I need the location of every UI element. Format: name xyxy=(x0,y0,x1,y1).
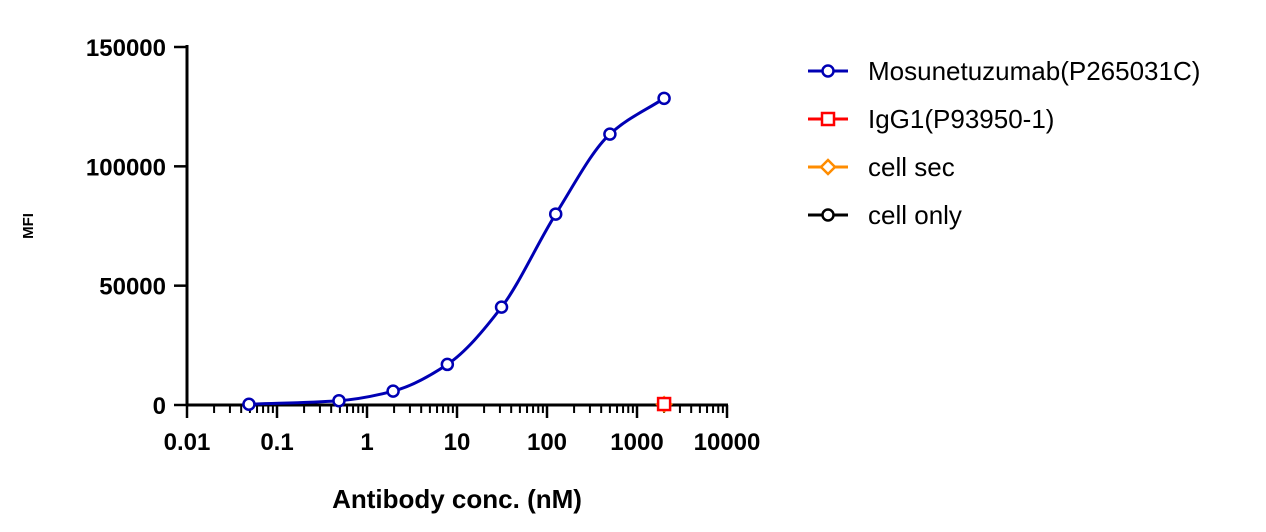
x-axis-ticks: 0.01 0.1 1 10 100 1000 10000 xyxy=(164,405,761,456)
data-point xyxy=(656,396,672,412)
data-point xyxy=(657,91,671,106)
y-tick-label: 0 xyxy=(153,393,166,420)
x-tick-label: 10000 xyxy=(694,429,761,456)
data-points xyxy=(242,91,673,414)
x-tick-label: 0.1 xyxy=(260,429,293,456)
data-point xyxy=(548,207,563,221)
legend-label: cell only xyxy=(868,200,962,230)
y-axis-ticks: 0 50000 100000 150000 xyxy=(86,35,187,420)
data-point xyxy=(494,300,509,314)
data-point xyxy=(603,127,617,141)
x-tick-label: 1 xyxy=(360,429,373,456)
y-tick-label: 100000 xyxy=(86,154,166,181)
legend-marker xyxy=(821,208,835,222)
data-point xyxy=(440,357,455,372)
x-axis-title: Antibody conc. (nM) xyxy=(332,484,582,514)
legend-marker xyxy=(821,64,835,78)
axes xyxy=(185,45,728,407)
legend-marker xyxy=(819,158,837,176)
data-point xyxy=(242,397,256,412)
legend-entry: cell sec xyxy=(808,152,955,182)
legend-entry: cell only xyxy=(808,200,962,230)
fit-curve xyxy=(248,97,665,406)
y-tick-label: 50000 xyxy=(99,274,166,301)
fit-curves xyxy=(248,97,665,406)
legend-label: IgG1(P93950-1) xyxy=(868,104,1054,134)
data-point xyxy=(386,384,400,398)
legend-label: Mosunetuzumab(P265031C) xyxy=(868,56,1200,86)
legend-entry: IgG1(P93950-1) xyxy=(808,104,1054,134)
data-point xyxy=(332,393,346,408)
y-tick-label: 150000 xyxy=(86,35,166,62)
legend-label: cell sec xyxy=(868,152,955,182)
x-tick-label: 0.01 xyxy=(164,429,211,456)
y-axis-title: MFI xyxy=(20,213,37,239)
x-tick-label: 100 xyxy=(527,429,567,456)
x-tick-label: 1000 xyxy=(610,429,663,456)
legend-entry: Mosunetuzumab(P265031C) xyxy=(808,56,1200,86)
legend: Mosunetuzumab(P265031C) IgG1(P93950-1) cel… xyxy=(808,56,1200,230)
x-tick-label: 10 xyxy=(444,429,471,456)
legend-marker xyxy=(820,111,836,127)
